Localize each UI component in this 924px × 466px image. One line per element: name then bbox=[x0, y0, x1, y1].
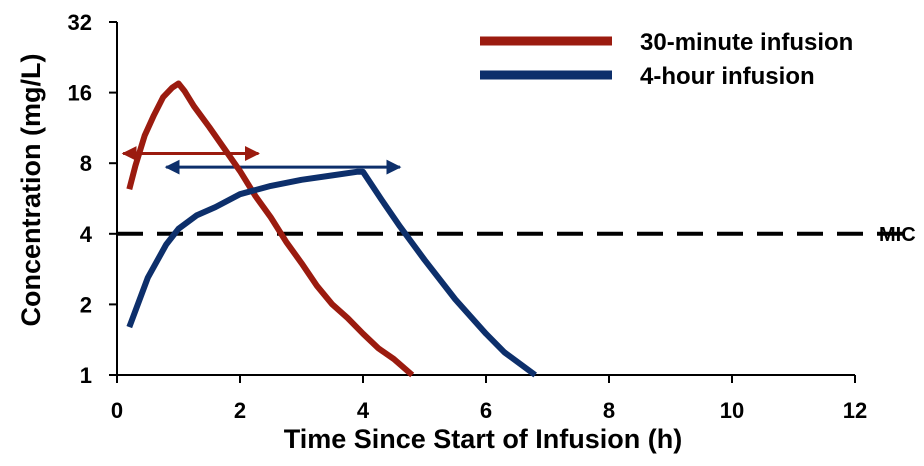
series-lines bbox=[126, 80, 537, 378]
legend-label-4-hour-infusion: 4-hour infusion bbox=[640, 63, 815, 90]
legend: 30-minute infusion 4-hour infusion bbox=[480, 29, 853, 90]
series-line-4-hour-infusion bbox=[126, 168, 537, 378]
x-tick-label: 4 bbox=[357, 398, 370, 423]
x-tick-label: 8 bbox=[603, 398, 615, 423]
y-tick-label: 2 bbox=[80, 292, 92, 317]
x-tick-label: 10 bbox=[720, 398, 744, 423]
x-axis-title: Time Since Start of Infusion (h) bbox=[284, 424, 683, 454]
y-tick-label: 32 bbox=[68, 10, 92, 35]
x-axis-ticks: 0 2 4 6 8 10 12 bbox=[111, 375, 867, 423]
x-tick-label: 0 bbox=[111, 398, 123, 423]
y-tick-label: 8 bbox=[80, 151, 92, 176]
y-tick-label: 1 bbox=[80, 363, 92, 388]
duration-arrows bbox=[121, 145, 402, 175]
reference-label-mic: MIC bbox=[879, 224, 916, 246]
y-tick-label: 16 bbox=[68, 81, 92, 106]
y-axis-ticks: 1 2 4 8 16 32 bbox=[68, 10, 117, 388]
legend-label-30-minute-infusion: 30-minute infusion bbox=[640, 29, 853, 56]
series-line-30-minute-infusion bbox=[126, 80, 415, 378]
x-tick-label: 12 bbox=[843, 398, 867, 423]
x-tick-label: 2 bbox=[234, 398, 246, 423]
y-axis-title: Concentration (mg/L) bbox=[16, 54, 46, 327]
y-tick-label: 4 bbox=[80, 222, 93, 247]
x-tick-label: 6 bbox=[480, 398, 492, 423]
reference-lines: MIC bbox=[117, 224, 916, 246]
